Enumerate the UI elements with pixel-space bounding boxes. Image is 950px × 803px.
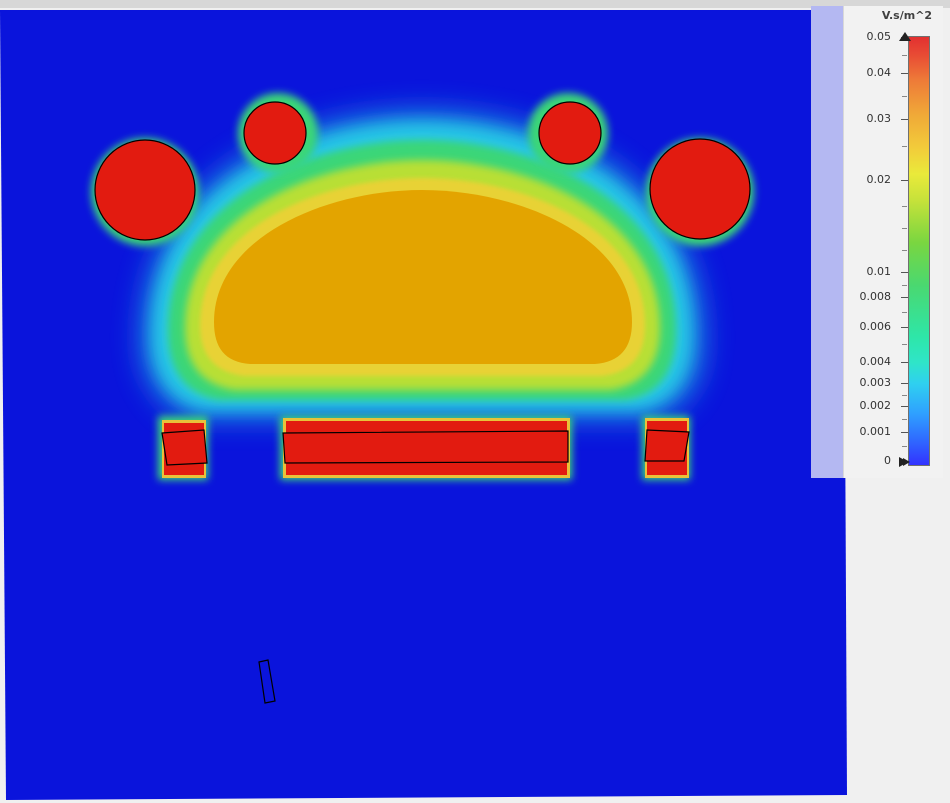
conductor-bar-center bbox=[282, 418, 570, 478]
conductor-circle-left-large bbox=[94, 139, 196, 241]
probe-outline bbox=[258, 659, 276, 704]
top-frame-strip bbox=[0, 0, 950, 8]
conductor-bar-left bbox=[161, 420, 208, 478]
legend-overlay-band bbox=[811, 6, 844, 478]
conductor-circle-right-small bbox=[538, 101, 602, 165]
conductor-circle-right-large bbox=[649, 138, 751, 240]
conductor-bar-right bbox=[644, 418, 690, 478]
core-dome-region bbox=[214, 190, 632, 364]
conductor-circle-left-small bbox=[243, 101, 307, 165]
